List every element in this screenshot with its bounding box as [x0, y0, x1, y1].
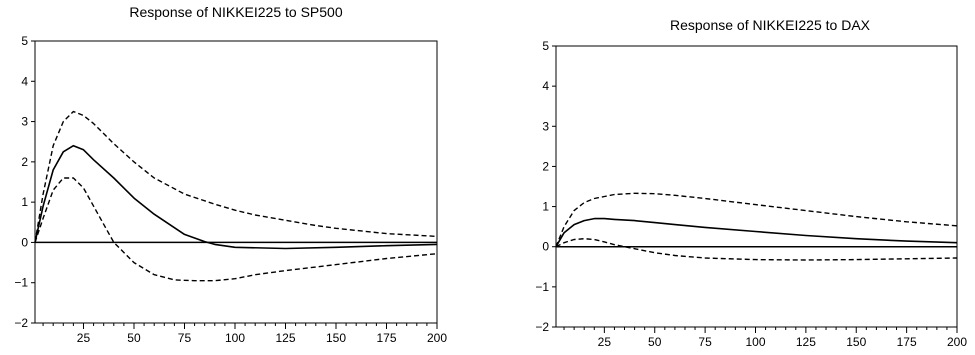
x-tick-label: 25	[598, 335, 612, 349]
x-tick-label: 200	[427, 331, 447, 345]
y-tick-label: 1	[21, 195, 28, 209]
y-tick-label: −2	[535, 320, 549, 334]
y-tick-label: 0	[21, 235, 28, 249]
chart-title: Response of NIKKEI225 to DAX	[670, 17, 871, 33]
y-tick-label: 4	[542, 79, 549, 93]
chart-sp500: Response of NIKKEI225 to SP500 25 50 75 100…	[0, 0, 470, 355]
x-tick-label: 75	[178, 331, 192, 345]
x-tick-label: 125	[275, 331, 295, 345]
confidence-band-line	[555, 237, 958, 261]
x-tick-label: 125	[796, 335, 816, 349]
y-tick-label: 5	[21, 34, 28, 48]
y-tick-label: −1	[535, 280, 549, 294]
confidence-band-line	[34, 177, 438, 282]
x-tick-label: 200	[947, 335, 967, 349]
confidence-band-line	[34, 110, 438, 243]
plot-frame	[555, 45, 958, 328]
y-tick-label: 3	[542, 119, 549, 133]
x-tick-label: 175	[897, 335, 917, 349]
x-tick-label: 50	[127, 331, 141, 345]
x-tick-label: 175	[376, 331, 396, 345]
x-tick-label: 150	[846, 335, 866, 349]
y-tick-label: 2	[21, 155, 28, 169]
x-tick-label: 100	[745, 335, 765, 349]
y-tick-label: 1	[542, 200, 549, 214]
confidence-band-line	[555, 192, 958, 247]
y-tick-label: 5	[542, 39, 549, 53]
x-tick-label: 100	[225, 331, 245, 345]
x-tick-label: 150	[326, 331, 346, 345]
y-tick-label: 0	[542, 240, 549, 254]
chart-title: Response of NIKKEI225 to SP500	[129, 4, 342, 20]
y-tick-label: −1	[14, 276, 28, 290]
y-tick-label: 2	[542, 159, 549, 173]
y-tick-label: 3	[21, 115, 28, 129]
plot-frame	[34, 40, 438, 324]
response-line	[34, 144, 438, 250]
x-tick-label: 75	[698, 335, 712, 349]
y-tick-label: −2	[14, 316, 28, 330]
y-tick-label: 4	[21, 74, 28, 88]
x-tick-label: 25	[77, 331, 91, 345]
chart-dax-svg: Response of NIKKEI225 to DAX 25 50 75 100 12…	[535, 17, 967, 349]
x-tick-label: 50	[648, 335, 662, 349]
response-line	[555, 217, 958, 248]
chart-sp500-svg: Response of NIKKEI225 to SP500 25 50 75 100…	[14, 4, 447, 345]
chart-dax: Response of NIKKEI225 to DAX 25 50 75 100 12…	[470, 0, 975, 355]
